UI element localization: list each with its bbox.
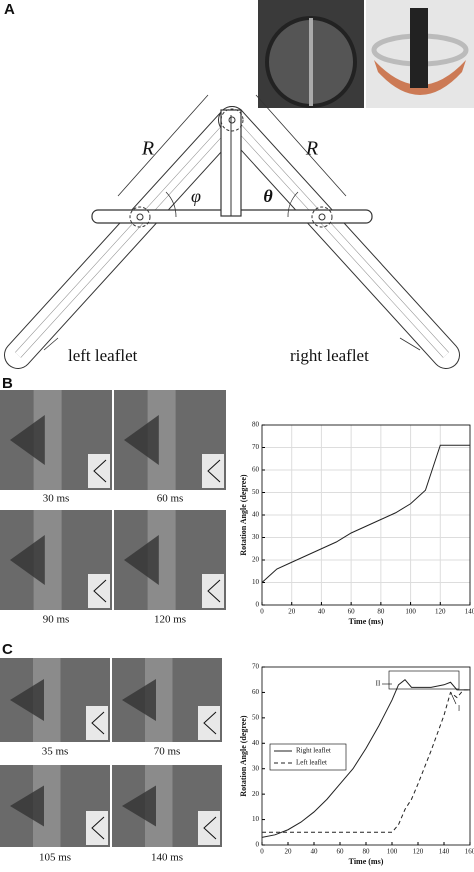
photo-detail: [202, 574, 224, 608]
x-tick-label: 140: [465, 608, 474, 616]
panel-label: A: [4, 1, 15, 18]
x-tick-label: 160: [465, 848, 474, 856]
photo-caption: 90 ms: [43, 614, 70, 626]
y-tick-label: 80: [252, 421, 260, 429]
y-tick-label: 70: [252, 663, 260, 671]
photo-detail: [91, 816, 105, 840]
x-tick-label: 60: [348, 608, 356, 616]
y-tick-label: 0: [256, 841, 260, 849]
panel-label: C: [2, 641, 13, 658]
diagram-label: left leaflet: [68, 346, 138, 365]
y-tick-label: 20: [252, 556, 260, 564]
photo-caption: 35 ms: [42, 746, 69, 758]
x-tick-label: 0: [260, 848, 264, 856]
x-tick-label: 20: [288, 608, 296, 616]
y-tick-label: 0: [256, 601, 260, 609]
x-tick-label: 80: [363, 848, 371, 856]
diagram-label: right leaflet: [290, 346, 369, 365]
y-tick-label: 60: [252, 688, 260, 696]
photo-detail: [198, 811, 220, 845]
data-line: [262, 689, 470, 833]
photo-detail: [86, 706, 108, 740]
panel-label: B: [2, 375, 13, 392]
diagram-label: φ: [191, 186, 201, 206]
photo-detail: [124, 535, 159, 585]
photo-detail: [207, 459, 221, 483]
annotation: II: [376, 680, 381, 688]
legend-label: Left leaflet: [296, 759, 327, 767]
y-tick-label: 50: [252, 488, 260, 496]
y-tick-label: 10: [252, 578, 260, 586]
photo-detail: [88, 574, 110, 608]
x-tick-label: 20: [285, 848, 293, 856]
diagram-label: R: [141, 138, 154, 160]
photo-detail: [10, 415, 45, 465]
photo-caption: 60 ms: [157, 493, 184, 505]
photo-detail: [202, 454, 224, 488]
y-axis-label: Rotation Angle (degree): [239, 715, 248, 797]
y-tick-label: 70: [252, 443, 260, 451]
y-tick-label: 30: [252, 764, 260, 772]
photo-detail: [374, 60, 466, 95]
x-axis-label: Time (ms): [349, 857, 384, 866]
y-tick-label: 40: [252, 739, 260, 747]
photo-detail: [88, 454, 110, 488]
photo-detail: [10, 785, 44, 827]
legend-label: Right leaflet: [296, 747, 331, 755]
photo-detail: [122, 679, 156, 721]
plot-frame: [261, 666, 471, 846]
photo-caption: 70 ms: [154, 746, 181, 758]
annotation-box: [388, 670, 460, 690]
photo-detail: [10, 535, 45, 585]
plot-frame: [261, 424, 471, 606]
annotation-arrow: [450, 692, 457, 705]
x-tick-label: 120: [413, 848, 424, 856]
diagram: [4, 94, 460, 369]
y-tick-label: 60: [252, 466, 260, 474]
x-tick-label: 40: [318, 608, 326, 616]
photo-detail: [93, 459, 107, 483]
y-axis-label: Rotation Angle (degree): [239, 474, 248, 556]
x-tick-label: 100: [387, 848, 398, 856]
data-line: [261, 679, 470, 838]
photo-detail: [122, 785, 156, 827]
photo-detail: [203, 711, 217, 735]
photo-detail: [309, 18, 313, 106]
x-tick-label: 60: [337, 848, 345, 856]
photo-detail: [86, 811, 108, 845]
y-tick-label: 20: [252, 790, 260, 798]
photo-detail: [91, 711, 105, 735]
x-tick-label: 120: [435, 608, 446, 616]
x-tick-label: 0: [260, 608, 264, 616]
x-axis-label: Time (ms): [349, 617, 384, 626]
photo-caption: 105 ms: [39, 852, 71, 864]
x-tick-label: 80: [377, 608, 385, 616]
diagram-label: θ: [263, 186, 273, 206]
photo-detail: [410, 8, 428, 88]
x-tick-label: 40: [311, 848, 319, 856]
photo-caption: 120 ms: [154, 614, 186, 626]
photo-detail: [10, 679, 44, 721]
x-tick-label: 100: [405, 608, 416, 616]
photo-detail: [124, 415, 159, 465]
diagram-label: R: [305, 138, 318, 160]
y-tick-label: 50: [252, 713, 260, 721]
annotation: I: [458, 705, 461, 713]
photo-detail: [93, 579, 107, 603]
y-tick-label: 40: [252, 511, 260, 519]
legend: [269, 743, 347, 771]
data-line: [261, 444, 470, 583]
y-tick-label: 10: [252, 815, 260, 823]
photo-caption: 140 ms: [151, 852, 183, 864]
photo-detail: [207, 579, 221, 603]
y-tick-label: 30: [252, 533, 260, 541]
x-tick-label: 140: [439, 848, 450, 856]
photo-detail: [198, 706, 220, 740]
photo-detail: [203, 816, 217, 840]
photo-caption: 30 ms: [43, 493, 70, 505]
